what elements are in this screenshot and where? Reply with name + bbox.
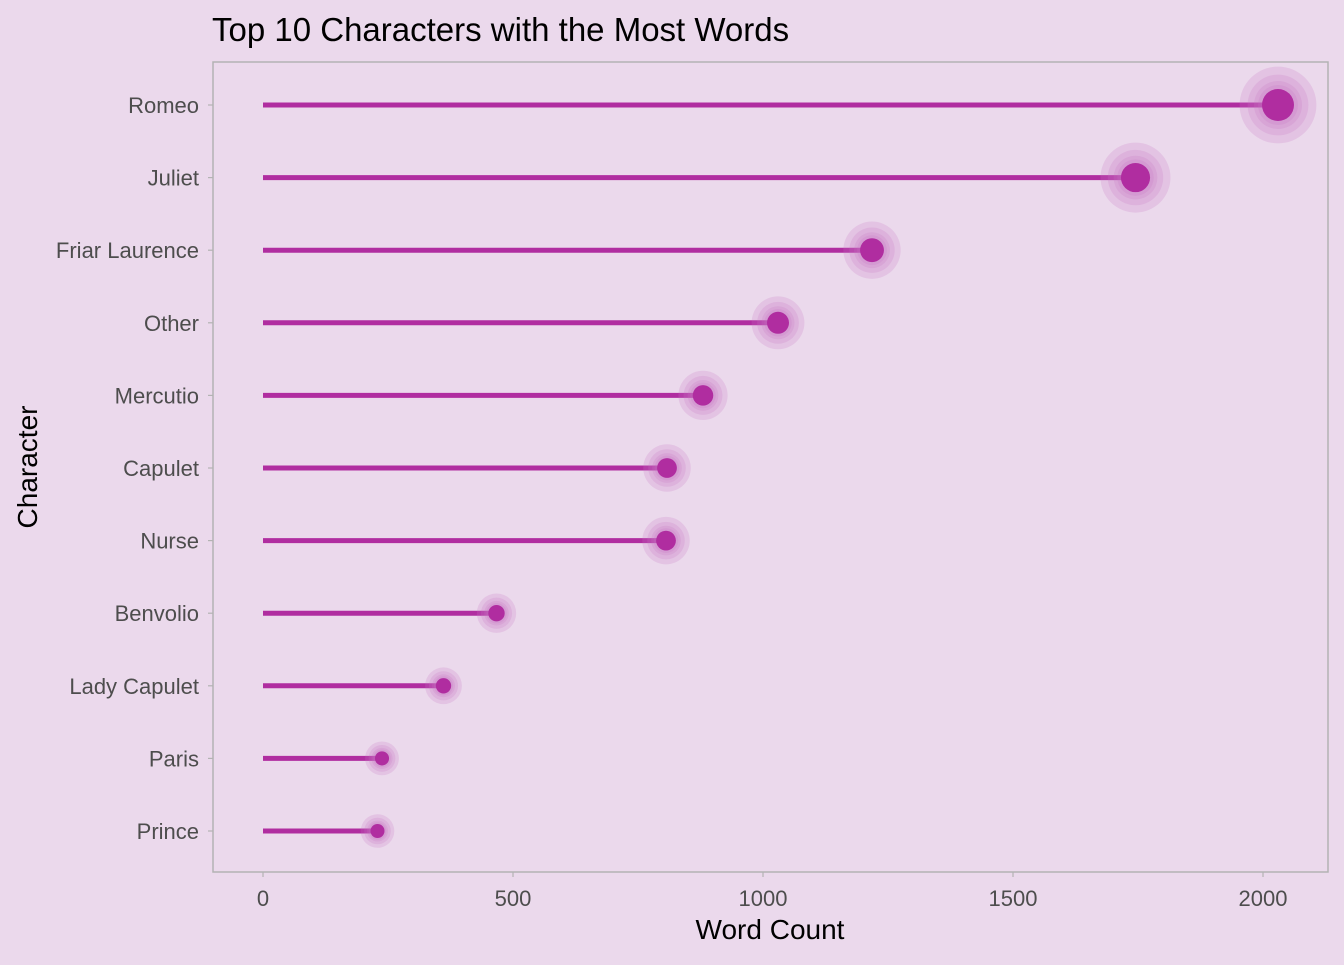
point-paris [374, 751, 390, 766]
chart-title: Top 10 Characters with the Most Words [212, 11, 789, 48]
x-axis: 0 500 1000 1500 2000 [257, 872, 1288, 911]
point-benvolio [488, 605, 505, 622]
point-juliet [1120, 163, 1151, 193]
y-tick-label-nurse: Nurse [140, 529, 199, 554]
y-tick-label-benvolio: Benvolio [115, 601, 199, 626]
point-other [766, 311, 790, 334]
y-tick-label-paris: Paris [149, 746, 199, 771]
x-tick-label-0: 0 [257, 886, 269, 911]
y-tick-label-friar-laurence: Friar Laurence [56, 238, 199, 263]
point-romeo [1262, 89, 1294, 121]
y-tick-label-other: Other [144, 311, 199, 336]
point-mercutio [692, 385, 714, 406]
y-axis-title: Character [12, 406, 43, 529]
stems-layer [263, 102, 1278, 834]
point-friar-laurence [860, 238, 884, 263]
y-tick-label-juliet: Juliet [148, 166, 199, 191]
y-tick-label-lady-capulet: Lady Capulet [69, 674, 199, 699]
x-tick-label-500: 500 [495, 886, 532, 911]
point-prince [370, 824, 385, 838]
x-tick-label-2000: 2000 [1239, 886, 1288, 911]
y-tick-label-romeo: Romeo [128, 93, 199, 118]
x-axis-title: Word Count [696, 914, 845, 945]
point-nurse [656, 530, 676, 551]
y-tick-label-mercutio: Mercutio [115, 383, 199, 408]
y-tick-label-capulet: Capulet [123, 456, 199, 481]
x-tick-label-1500: 1500 [989, 886, 1038, 911]
y-axis: Romeo Juliet Friar Laurence Other Mercutio Ca… [56, 93, 213, 844]
x-tick-label-1000: 1000 [739, 886, 788, 911]
y-tick-label-prince: Prince [137, 819, 199, 844]
point-lady-capulet [435, 678, 452, 694]
point-capulet [657, 458, 677, 478]
points-layer [360, 66, 1317, 848]
